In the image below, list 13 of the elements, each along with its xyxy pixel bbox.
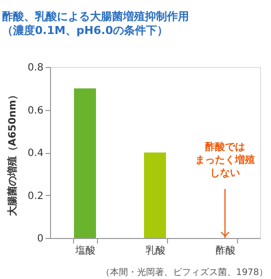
y-axis-title: 大腸菌の増殖（A650nm）	[6, 90, 19, 218]
y-tick-label: 0.8	[28, 62, 44, 74]
x-tick-label: 乳酸	[146, 244, 166, 256]
chart-title: 酢酸、乳酸による大腸菌増殖抑制作用	[2, 10, 189, 23]
chart-subtitle: （濃度0.1M、pH6.0の条件下）	[2, 24, 168, 37]
annotation: 酢酸ではまったく増殖しない	[195, 141, 255, 179]
text: （本間・光岡著、ビフィズス菌、1978）	[101, 267, 268, 278]
y-tick-label: 0.2	[28, 190, 44, 202]
y-tick-label: 0	[37, 234, 44, 244]
y-tick-label: 0.4	[28, 148, 44, 159]
x-tick-label: 塩酸	[74, 244, 96, 256]
y-tick-label: 0.6	[28, 105, 44, 116]
x-tick-label: 酢酸	[216, 244, 236, 256]
